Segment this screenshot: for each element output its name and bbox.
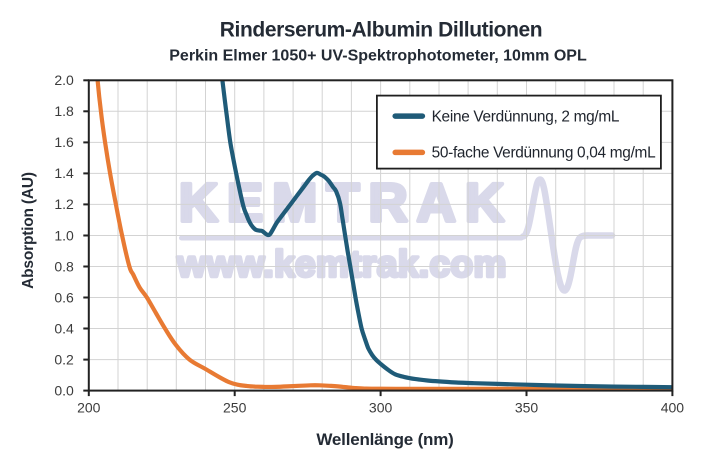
svg-text:50-fache Verdünnung 0,04 mg/mL: 50-fache Verdünnung 0,04 mg/mL: [432, 145, 656, 162]
svg-text:250: 250: [223, 400, 247, 416]
svg-text:Absorption (AU): Absorption (AU): [20, 172, 37, 289]
svg-text:1.2: 1.2: [54, 196, 74, 212]
svg-text:www.kemtrak.com: www.kemtrak.com: [176, 244, 507, 285]
svg-text:200: 200: [77, 400, 101, 416]
svg-text:400: 400: [661, 400, 685, 416]
svg-text:0.8: 0.8: [54, 258, 74, 274]
svg-text:0.6: 0.6: [54, 289, 74, 305]
svg-text:0.2: 0.2: [54, 351, 74, 367]
svg-text:300: 300: [369, 400, 393, 416]
svg-text:0.0: 0.0: [54, 382, 74, 398]
svg-text:Wellenlänge (nm): Wellenlänge (nm): [316, 430, 453, 449]
svg-text:Keine Verdünnung, 2 mg/mL: Keine Verdünnung, 2 mg/mL: [432, 108, 620, 125]
svg-text:1.4: 1.4: [54, 165, 74, 181]
svg-text:350: 350: [515, 400, 539, 416]
svg-text:1.6: 1.6: [54, 134, 74, 150]
svg-text:0.4: 0.4: [54, 320, 74, 336]
svg-text:Perkin Elmer 1050+ UV-Spektrop: Perkin Elmer 1050+ UV-Spektrophotometer,…: [169, 48, 587, 65]
svg-text:2.0: 2.0: [54, 72, 74, 88]
svg-text:1.0: 1.0: [54, 227, 74, 243]
svg-text:1.8: 1.8: [54, 103, 74, 119]
svg-text:KEMTRAK: KEMTRAK: [179, 173, 513, 233]
svg-text:Rinderserum-Albumin Dillutione: Rinderserum-Albumin Dillutionen: [220, 19, 542, 42]
